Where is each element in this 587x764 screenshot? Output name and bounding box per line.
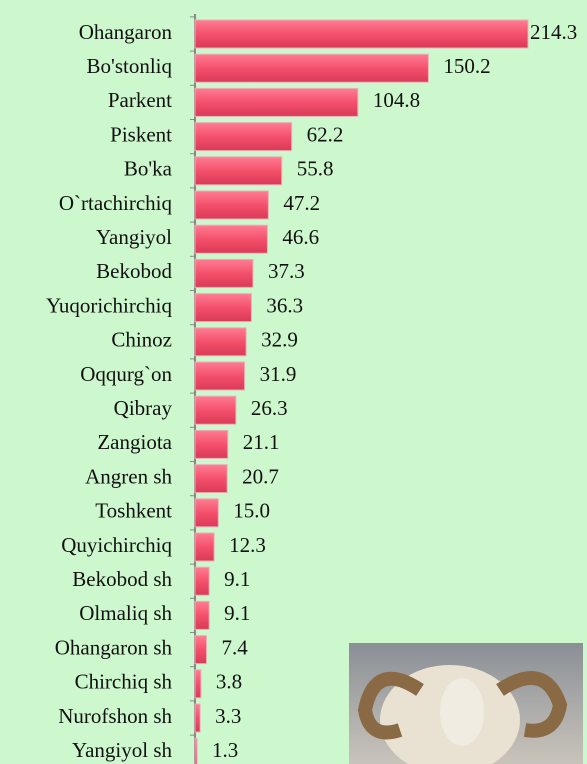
bar (195, 20, 528, 48)
bar (195, 533, 214, 561)
value-label: 62.2 (307, 122, 344, 146)
bar (195, 738, 197, 764)
value-label: 104.8 (373, 88, 420, 112)
value-label: 20.7 (242, 464, 279, 488)
bar (195, 259, 253, 287)
value-label: 32.9 (261, 328, 298, 352)
bar (195, 567, 209, 595)
value-label: 12.3 (229, 533, 266, 557)
bar (195, 601, 209, 629)
value-label: 36.3 (266, 293, 303, 317)
category-label: Quyichirchiq (61, 533, 172, 557)
bar (195, 704, 200, 732)
category-label: Chirchiq sh (75, 670, 173, 694)
ram-photo (349, 643, 583, 764)
bar (195, 123, 292, 151)
value-label: 9.1 (224, 567, 250, 591)
category-label: Oqqurg`on (80, 362, 172, 386)
bar (195, 191, 268, 219)
value-label: 7.4 (221, 635, 248, 659)
category-label: Piskent (110, 122, 172, 146)
bar (195, 328, 246, 356)
category-label: O`rtachirchiq (59, 191, 173, 215)
value-label: 150.2 (443, 54, 490, 78)
value-label: 26.3 (251, 396, 288, 420)
value-label: 1.3 (212, 738, 238, 762)
category-label: Ohangaron (79, 20, 173, 44)
value-label: 9.1 (224, 601, 250, 625)
value-label: 55.8 (297, 157, 334, 181)
category-label: Yuqorichirchiq (46, 293, 172, 317)
category-label: Yangiyol (96, 225, 172, 249)
category-label: Nurofshon sh (58, 704, 172, 728)
category-label: Ohangaron sh (55, 635, 173, 659)
category-label: Toshkent (95, 499, 172, 523)
bar (195, 636, 206, 664)
value-label: 214.3 (530, 20, 577, 44)
bar (195, 670, 201, 698)
bar (195, 225, 267, 253)
bar (195, 499, 218, 527)
value-label: 3.3 (215, 704, 241, 728)
category-label: Bekobod sh (72, 567, 172, 591)
value-label: 46.6 (282, 225, 319, 249)
bar (195, 88, 358, 116)
category-label: Bekobod (96, 259, 172, 283)
value-label: 37.3 (268, 259, 305, 283)
category-label: Angren sh (85, 464, 172, 488)
category-label: Chinoz (111, 328, 172, 352)
bar (195, 396, 236, 424)
bar (195, 294, 251, 322)
bar (195, 362, 245, 390)
bar (195, 465, 227, 493)
category-label: Yangiyol sh (72, 738, 172, 762)
value-label: 21.1 (243, 430, 280, 454)
value-label: 3.8 (216, 670, 242, 694)
bar (195, 157, 282, 185)
category-label: Qibray (114, 396, 173, 420)
category-label: Bo'ka (124, 157, 173, 181)
bar (195, 54, 428, 82)
chart: Ohangaron 214.3 Bo'stonliq 150.2 Parkent 104.… (0, 0, 587, 764)
value-label: 47.2 (283, 191, 320, 215)
category-label: Olmaliq sh (79, 601, 172, 625)
value-label: 15.0 (233, 499, 270, 523)
category-label: Zangiota (97, 430, 172, 454)
value-label: 31.9 (260, 362, 297, 386)
category-label: Parkent (108, 88, 172, 112)
bar (195, 430, 228, 458)
category-label: Bo'stonliq (87, 54, 173, 78)
